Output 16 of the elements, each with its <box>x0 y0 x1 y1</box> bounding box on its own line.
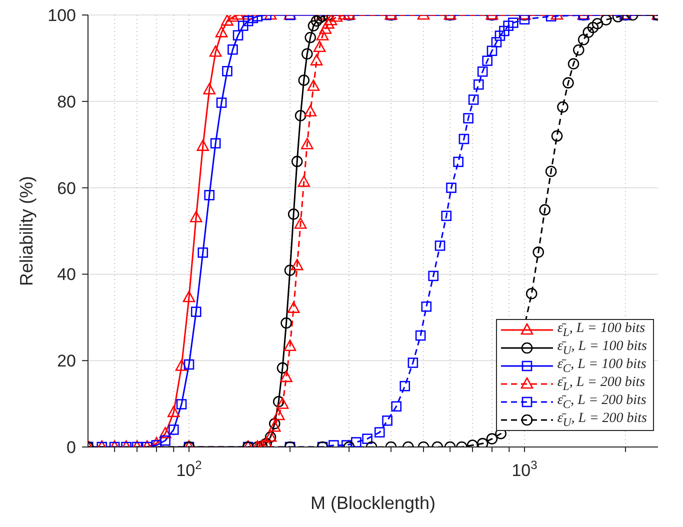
legend-label: ε̄$_{U}$, L = 200 bits <box>557 411 647 429</box>
x-axis-title: M (Blocklength) <box>310 493 436 513</box>
legend-label: ε̄$_{C}$, L = 100 bits <box>557 357 646 375</box>
x-tick-label: 10$^{3}$ <box>512 458 538 480</box>
y-tick-label: 0 <box>66 438 76 457</box>
legend-label: ε̄$_{L}$, L = 100 bits <box>557 321 646 339</box>
y-tick-label: 60 <box>57 178 76 198</box>
y-tick-label: 40 <box>57 265 76 284</box>
y-tick-label: 20 <box>57 352 76 371</box>
y-tick-label: 100 <box>48 6 76 25</box>
x-tick-label: 10$^{2}$ <box>176 458 202 480</box>
legend-label: ε̄$_{U}$, L = 100 bits <box>557 339 647 357</box>
y-tick-label: 80 <box>57 92 76 112</box>
legend-label: ε̄$_{C}$, L = 200 bits <box>557 393 646 411</box>
legend-label: ε̄$_{L}$, L = 200 bits <box>557 375 646 393</box>
y-axis-title: Reliability (%) <box>16 176 36 286</box>
